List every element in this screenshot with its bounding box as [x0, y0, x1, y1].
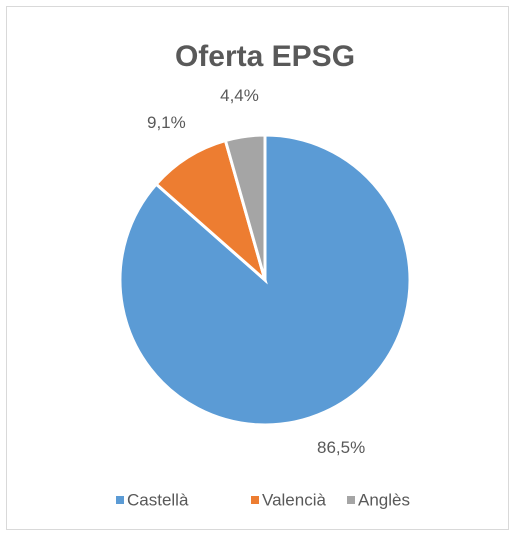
chart-title: Oferta EPSG: [175, 40, 355, 73]
legend-marker: [251, 496, 259, 504]
data-label: 9,1%: [147, 113, 186, 132]
legend-marker: [116, 496, 124, 504]
data-label: 86,5%: [317, 438, 365, 457]
pie-slice: [223, 133, 267, 281]
legend-label: Castellà: [127, 490, 189, 509]
pie-slice: [154, 138, 268, 285]
legend-label: Anglès: [358, 490, 410, 509]
legend-marker: [347, 496, 355, 504]
legend-label: Valencià: [262, 490, 326, 509]
data-label: 4,4%: [220, 86, 259, 105]
